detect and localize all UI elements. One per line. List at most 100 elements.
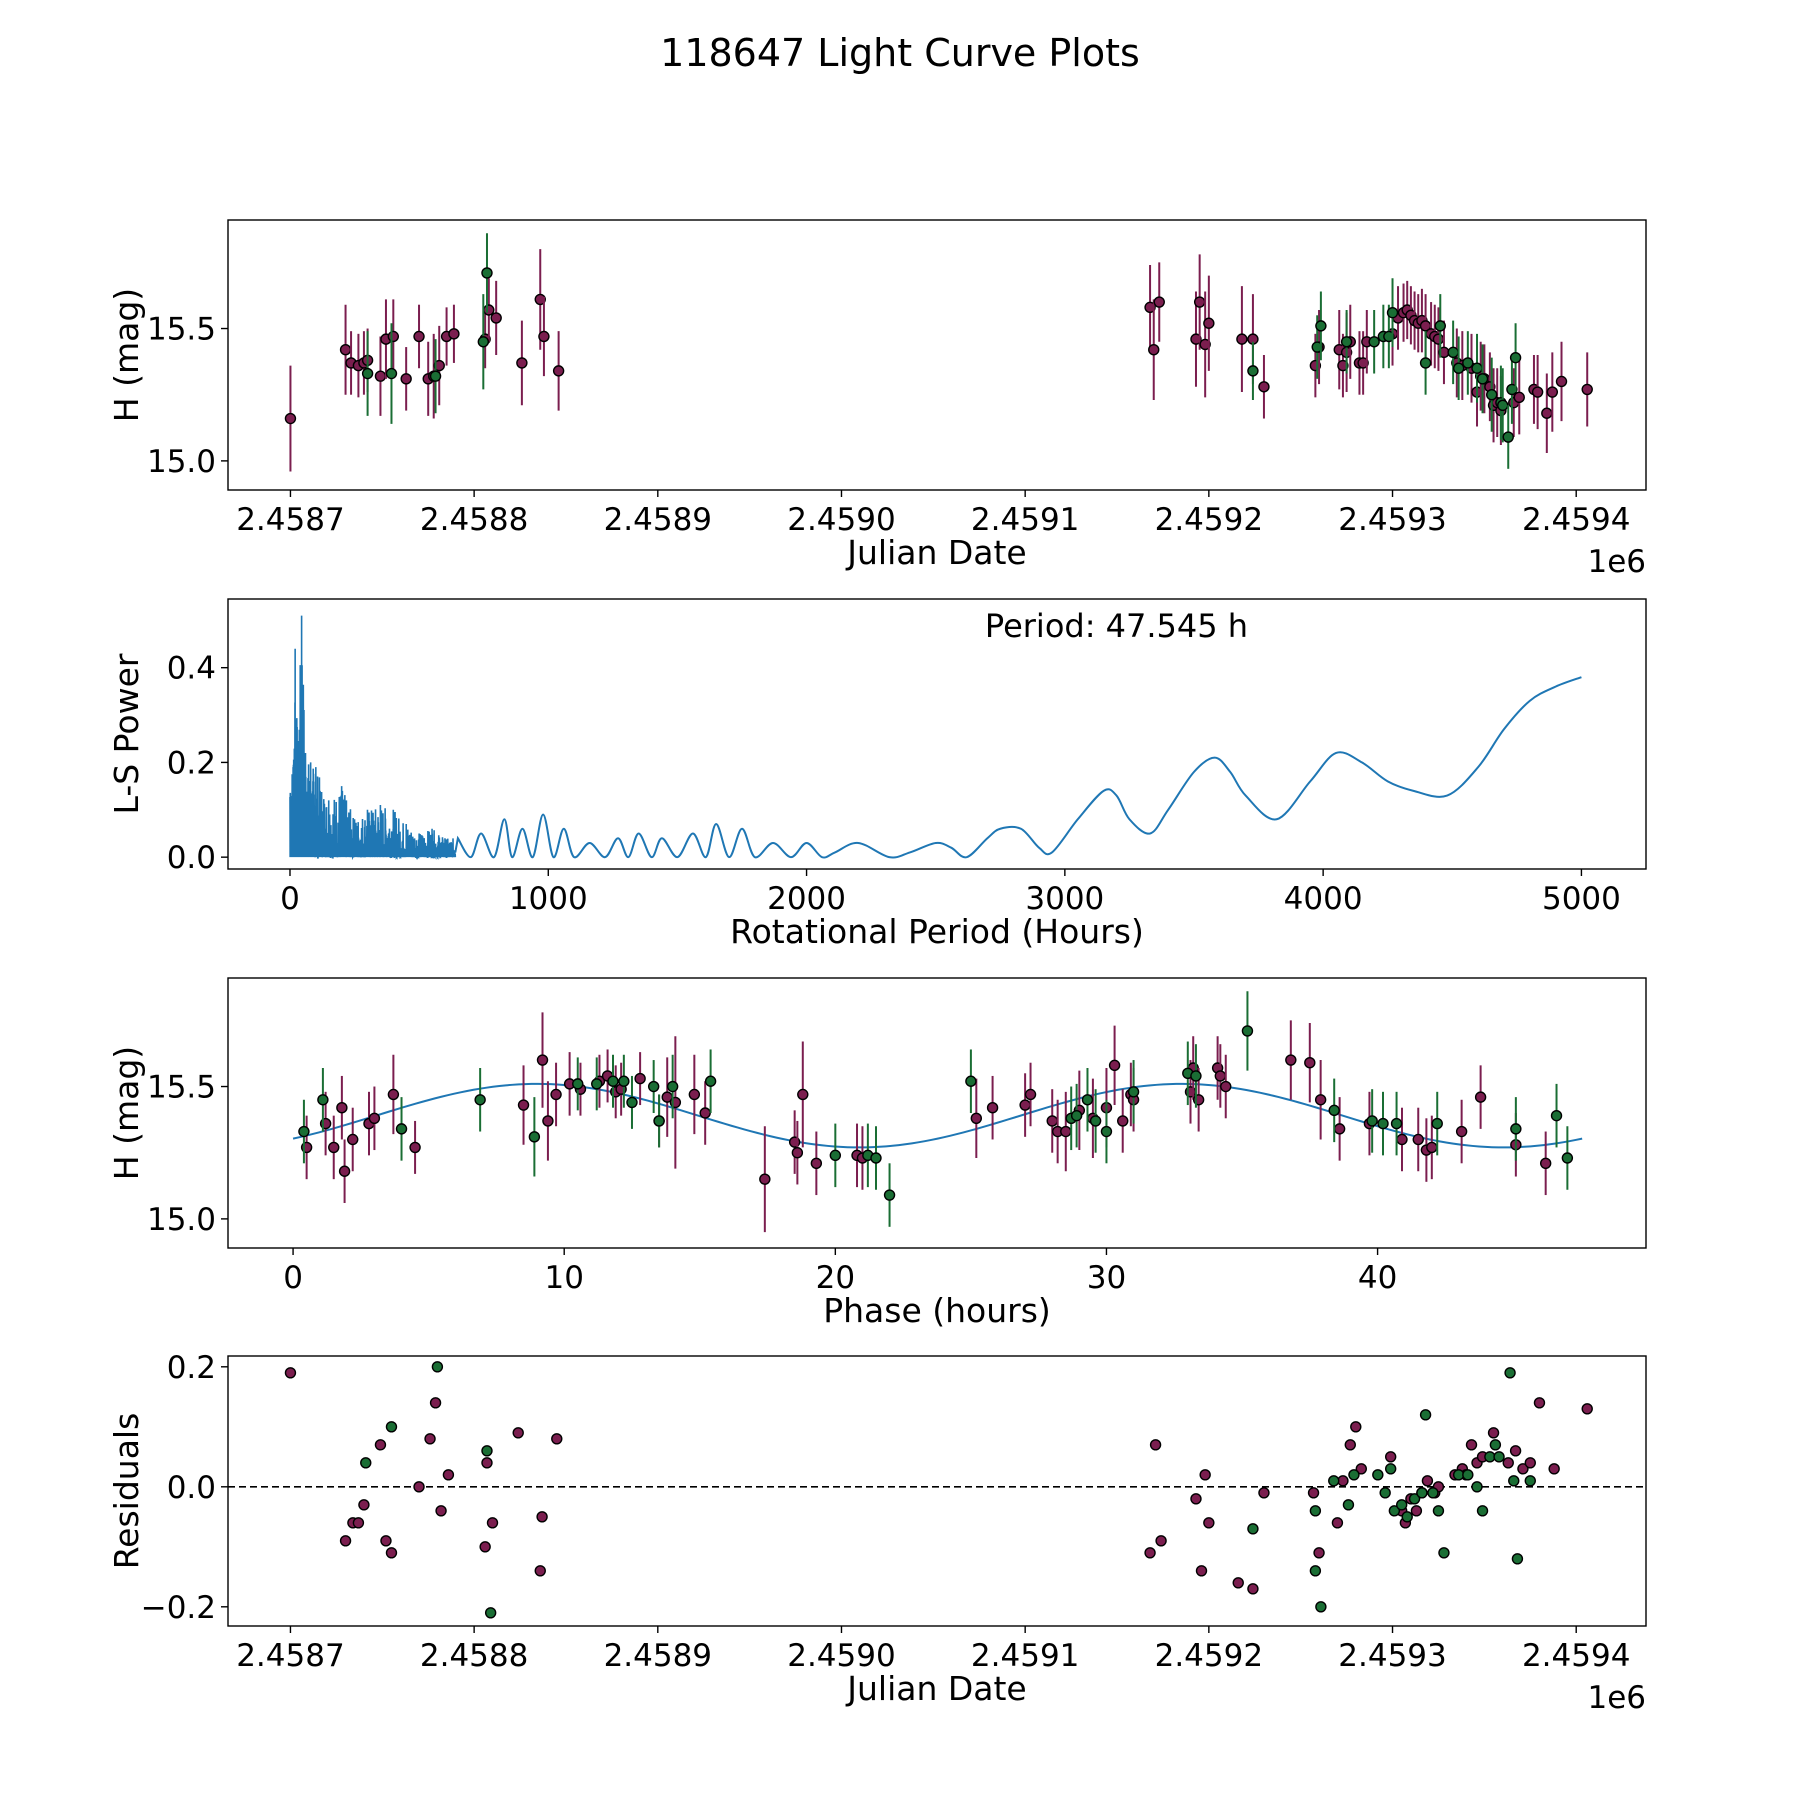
x-tick-label: 10 [544, 1260, 583, 1296]
y-axis-label: H (mag) [107, 288, 146, 422]
series-green [361, 233, 1522, 469]
data-point [1203, 1517, 1215, 1529]
data-point [607, 1075, 619, 1087]
data-point [435, 1505, 447, 1517]
panel-phased: 0 10 20 30 40 15.0 15.5 Phase (hours) H (mag) [107, 977, 1647, 1330]
data-point [429, 370, 442, 382]
y-tick-label: 0.4 [167, 651, 216, 687]
data-point [1236, 333, 1248, 345]
x-tick-label: 2.4589 [604, 502, 712, 538]
data-point [1550, 1109, 1563, 1122]
data-point [1333, 1123, 1346, 1135]
data-point [699, 1107, 711, 1119]
data-point [1486, 389, 1498, 401]
data-point [534, 1565, 546, 1577]
data-point [1524, 1475, 1536, 1487]
data-point [339, 1535, 352, 1547]
data-point [1427, 1487, 1439, 1499]
data-point [490, 312, 502, 324]
data-point [481, 1445, 493, 1457]
data-point [1368, 336, 1380, 348]
data-point [1377, 1117, 1389, 1130]
x-offset-label: 1e6 [1587, 544, 1646, 580]
x-tick-label: 2.4593 [1338, 1638, 1446, 1674]
data-point [1331, 1517, 1344, 1529]
data-point [1193, 296, 1206, 308]
data-point [647, 1080, 660, 1093]
x-tick-label: 2.4588 [420, 1638, 528, 1674]
x-tick-label: 2.4594 [1522, 1638, 1630, 1674]
data-point [1462, 1469, 1474, 1481]
data-point [1541, 407, 1553, 419]
data-point [387, 330, 400, 343]
data-point [1314, 1094, 1327, 1106]
data-point [1046, 1115, 1058, 1127]
data-point [360, 1457, 372, 1469]
data-point [1060, 1125, 1072, 1138]
x-tick-label: 2.4590 [787, 1638, 895, 1674]
data-point [704, 1075, 717, 1087]
data-point [1531, 386, 1544, 398]
series-green [298, 991, 1574, 1227]
data-point [1247, 365, 1259, 377]
x-tick-label: 20 [816, 1260, 855, 1296]
panel-lightcurve: 2.4587 2.4588 2.4589 2.4590 2.4591 2.4592 2.45… [107, 219, 1647, 580]
data-point [1561, 1152, 1574, 1164]
data-point [551, 1433, 563, 1445]
data-point [481, 267, 493, 279]
data-point [1241, 1025, 1254, 1037]
data-point [1232, 1577, 1244, 1589]
data-point [1504, 1367, 1516, 1379]
data-point [385, 1547, 398, 1559]
x-tick-label: 40 [1358, 1260, 1397, 1296]
data-point [1390, 1117, 1403, 1130]
data-point [1285, 1054, 1297, 1066]
data-point [385, 1421, 398, 1433]
data-point [395, 1123, 408, 1135]
data-point [374, 370, 387, 382]
data-point [1366, 1115, 1378, 1127]
data-point [1581, 383, 1593, 396]
data-point [1348, 1469, 1360, 1481]
data-point [431, 1361, 444, 1373]
data-point [1328, 1475, 1340, 1487]
x-tick-label: 3000 [1025, 881, 1104, 917]
data-point [1476, 373, 1489, 385]
data-point [1357, 357, 1369, 369]
data-point [1539, 1157, 1552, 1169]
data-point [1309, 1565, 1322, 1577]
data-point [1190, 333, 1202, 345]
x-tick-label: 5000 [1542, 881, 1621, 917]
data-point [413, 330, 425, 343]
data-point [429, 1397, 442, 1409]
data-point [550, 1088, 562, 1101]
data-point [448, 328, 460, 340]
data-point [1517, 1463, 1529, 1475]
data-point [534, 293, 546, 306]
data-point [1383, 330, 1395, 343]
y-tick-label: 0.2 [167, 1350, 216, 1386]
data-point [374, 1439, 387, 1451]
data-point [626, 1096, 638, 1109]
data-point [870, 1152, 882, 1164]
x-tick-label: 1000 [509, 881, 588, 917]
data-point [1524, 1457, 1536, 1469]
data-point [1386, 306, 1399, 319]
data-point [1426, 1141, 1438, 1154]
data-point [1509, 351, 1522, 364]
data-point [1307, 1487, 1320, 1499]
y-tick-label: −0.2 [141, 1590, 216, 1626]
x-tick-label: 2.4589 [604, 1638, 712, 1674]
data-point [1220, 1080, 1232, 1093]
data-point [1315, 1601, 1327, 1613]
data-point [1493, 1451, 1505, 1463]
x-tick-label: 4000 [1284, 881, 1363, 917]
data-point [1247, 1583, 1259, 1595]
data-point [1502, 1457, 1514, 1469]
data-point [368, 1112, 381, 1124]
data-point [1309, 1505, 1322, 1517]
data-point [883, 1189, 896, 1201]
data-point [528, 1131, 541, 1143]
data-point [380, 1535, 392, 1547]
data-point [1465, 1439, 1478, 1451]
